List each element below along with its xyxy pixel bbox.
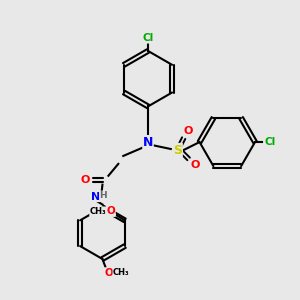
- Text: CH₃: CH₃: [113, 268, 130, 278]
- Text: N: N: [143, 136, 153, 148]
- Text: O: O: [184, 126, 193, 136]
- Text: Cl: Cl: [264, 137, 275, 147]
- Text: O: O: [191, 160, 200, 170]
- Text: O: O: [104, 268, 113, 278]
- Text: O: O: [106, 206, 115, 216]
- Text: Cl: Cl: [142, 33, 154, 43]
- Text: H: H: [100, 191, 107, 200]
- Text: O: O: [81, 175, 90, 185]
- Text: N: N: [91, 192, 100, 202]
- Text: CH₃: CH₃: [90, 207, 106, 216]
- Text: S: S: [173, 143, 182, 157]
